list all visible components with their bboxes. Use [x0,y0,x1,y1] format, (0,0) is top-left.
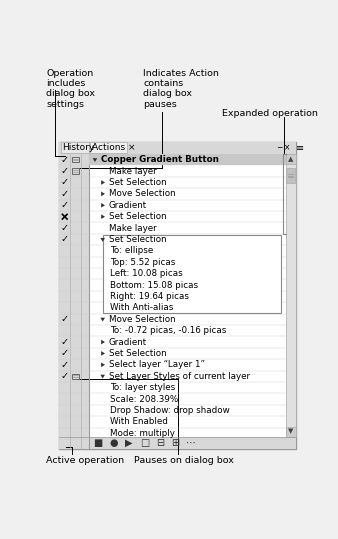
Bar [286,154,296,164]
Text: Move Selection: Move Selection [109,189,175,198]
Text: □: □ [140,438,149,448]
Text: ✓: ✓ [61,223,69,233]
Polygon shape [101,180,105,185]
Bar [59,142,296,449]
Bar [72,157,79,162]
Text: Mode: multiply: Mode: multiply [111,429,175,438]
Text: ✓: ✓ [61,155,69,165]
Text: Gradient: Gradient [109,201,147,210]
Text: To: ellipse: To: ellipse [111,246,154,255]
Text: Expanded operation: Expanded operation [222,109,318,119]
Polygon shape [101,351,105,356]
Bar [286,426,296,437]
Text: Scale: 208.39%: Scale: 208.39% [111,395,179,404]
Text: ✓: ✓ [61,201,69,210]
Text: Copper Gradient Button: Copper Gradient Button [101,155,219,164]
Text: Set Selection: Set Selection [109,178,167,187]
Text: Make layer: Make layer [109,167,156,176]
Bar [72,168,79,174]
Text: Set Layer Styles of current layer: Set Layer Styles of current layer [109,372,250,381]
Text: ▲: ▲ [288,156,293,162]
Polygon shape [101,340,105,344]
Text: ─ ×: ─ × [277,143,290,153]
Bar [59,142,296,154]
Text: To: -0.72 picas, -0.16 picas: To: -0.72 picas, -0.16 picas [111,326,227,335]
Polygon shape [101,363,105,367]
Bar [72,374,79,379]
Polygon shape [101,203,105,208]
Polygon shape [100,375,105,378]
Bar [286,168,295,183]
Text: With Anti-alias: With Anti-alias [111,303,174,312]
Text: To: layer styles: To: layer styles [111,383,176,392]
FancyBboxPatch shape [61,142,89,153]
Text: Actions ×: Actions × [92,143,135,153]
Bar [59,437,296,449]
Polygon shape [101,215,105,219]
Text: Gradient: Gradient [109,337,147,347]
Text: ▼: ▼ [288,429,293,434]
Text: ⋯: ⋯ [186,438,196,448]
Text: Left: 10.08 picas: Left: 10.08 picas [111,269,183,278]
FancyBboxPatch shape [90,142,127,153]
Text: ✓: ✓ [61,360,69,370]
Text: Active operation: Active operation [46,456,124,465]
Text: Select layer “Layer 1”: Select layer “Layer 1” [109,361,205,369]
Text: Set Selection: Set Selection [109,212,167,221]
Text: ✓: ✓ [61,314,69,324]
Text: Bottom: 15.08 picas: Bottom: 15.08 picas [111,281,198,289]
Text: ✓: ✓ [61,234,69,245]
Text: ⊟: ⊟ [156,438,164,448]
Text: ✓: ✓ [61,166,69,176]
Text: History: History [63,143,95,153]
Bar [89,154,286,165]
Text: ✓: ✓ [61,189,69,199]
Text: Operation
includes
dialog box
settings: Operation includes dialog box settings [46,68,95,109]
Polygon shape [100,238,105,242]
Text: Indicates Action
contains
dialog box
pauses: Indicates Action contains dialog box pau… [143,68,219,109]
Text: ■: ■ [93,438,103,448]
Text: Top: 5.52 picas: Top: 5.52 picas [111,258,176,267]
Bar [286,154,296,437]
Polygon shape [100,317,105,322]
Text: Move Selection: Move Selection [109,315,175,324]
Text: Make layer: Make layer [109,224,156,232]
Bar [59,154,89,449]
Text: Set Selection: Set Selection [109,235,167,244]
Text: ●: ● [109,438,118,448]
Bar [103,234,281,313]
Text: Drop Shadow: drop shadow: Drop Shadow: drop shadow [111,406,230,415]
Text: ⊞: ⊞ [171,438,179,448]
Text: ✓: ✓ [61,337,69,347]
Text: Set Selection: Set Selection [109,349,167,358]
Text: Pauses on dialog box: Pauses on dialog box [134,456,234,465]
Text: ✓: ✓ [61,371,69,381]
Text: ≡: ≡ [296,143,305,153]
Polygon shape [101,191,105,196]
Text: Right: 19.64 picas: Right: 19.64 picas [111,292,190,301]
Text: ▶: ▶ [125,438,133,448]
Text: ✓: ✓ [61,177,69,188]
Polygon shape [93,158,97,162]
Text: ✓: ✓ [61,348,69,358]
Text: With Enabled: With Enabled [111,417,168,426]
